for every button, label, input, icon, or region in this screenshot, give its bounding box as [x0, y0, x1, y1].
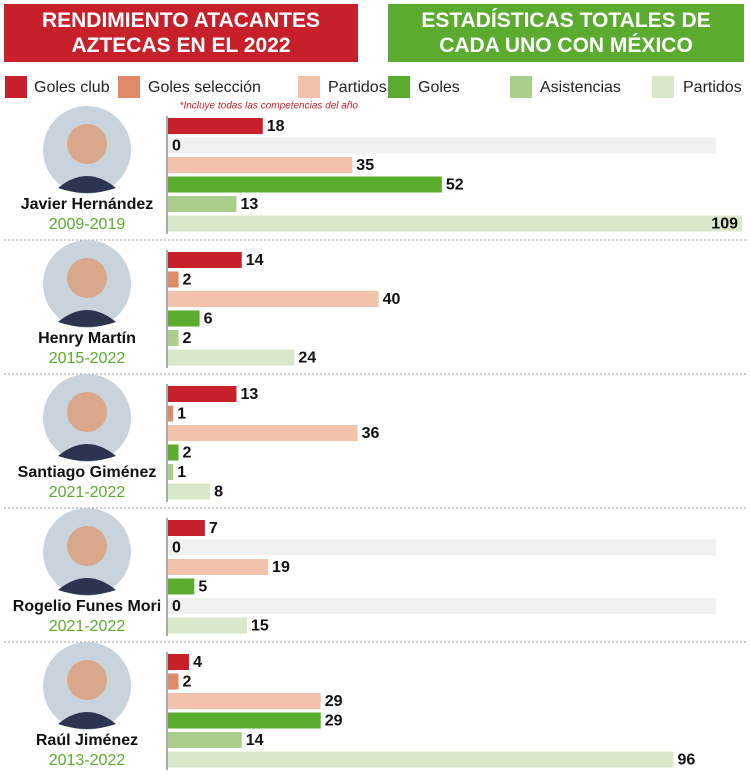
player-period: 2009-2019	[49, 216, 126, 233]
player-shirt	[58, 176, 116, 193]
bar	[168, 712, 321, 729]
value-label: 24	[298, 350, 316, 367]
player-head	[67, 258, 107, 298]
player-name: Santiago Giménez	[18, 464, 157, 481]
header-right: ESTADÍSTICAS TOTALES DE CADA UNO CON MÉX…	[388, 4, 744, 62]
legend-label: Partidos	[328, 79, 387, 96]
value-label: 109	[711, 216, 738, 233]
player-name: Javier Hernández	[21, 196, 154, 213]
value-label: 2	[183, 330, 192, 347]
player-head	[67, 124, 107, 164]
player-name: Henry Martín	[38, 330, 136, 347]
legend-label: Goles	[418, 79, 460, 96]
player-head	[67, 660, 107, 700]
bar	[168, 386, 237, 402]
player-shirt	[58, 578, 116, 595]
player-period: 2021-2022	[49, 484, 126, 501]
player-period: 2013-2022	[49, 752, 126, 769]
bar	[168, 425, 358, 441]
value-label: 8	[214, 484, 223, 501]
player-head	[67, 392, 107, 432]
value-label: 19	[272, 559, 290, 576]
value-label: 96	[678, 752, 696, 769]
value-label: 18	[267, 118, 285, 135]
header-left: RENDIMIENTO ATACANTES AZTECAS EN EL 2022	[4, 4, 358, 62]
value-label: 1	[177, 406, 186, 423]
value-label: 40	[383, 291, 401, 308]
value-label: 52	[446, 177, 464, 194]
value-label: 4	[193, 654, 202, 671]
bar	[168, 118, 263, 134]
bar	[168, 617, 247, 634]
bar	[168, 732, 242, 748]
value-label: 5	[198, 579, 207, 596]
value-label: 6	[204, 311, 213, 328]
zero-band	[168, 598, 716, 614]
bar	[168, 654, 190, 670]
bar	[168, 291, 379, 307]
value-label: 13	[240, 196, 258, 213]
bar	[168, 157, 353, 173]
value-label: 7	[209, 520, 218, 537]
bar	[168, 559, 269, 575]
bar	[168, 464, 174, 480]
legend-label: Asistencias	[540, 79, 621, 96]
value-label: 0	[172, 598, 181, 615]
bar	[168, 196, 237, 212]
player-shirt	[58, 310, 116, 327]
value-label: 2	[183, 445, 192, 462]
value-label: 14	[246, 252, 264, 269]
value-label: 15	[251, 618, 269, 635]
value-label: 0	[172, 138, 181, 155]
value-label: 0	[172, 540, 181, 557]
legend-swatch	[652, 76, 674, 98]
bar	[168, 483, 211, 500]
bar	[168, 520, 205, 536]
note: *Incluye todas las competencias del año	[180, 101, 359, 112]
bar	[168, 330, 179, 346]
zero-band	[168, 539, 716, 556]
legend-swatch	[388, 76, 410, 98]
bar	[168, 673, 179, 690]
legend-label: Goles club	[34, 79, 110, 96]
bar	[168, 252, 242, 268]
bar	[168, 405, 174, 422]
bar	[168, 693, 321, 709]
legend-label: Goles selección	[148, 79, 261, 96]
bar	[168, 271, 179, 288]
legend-swatch	[5, 76, 27, 98]
player-period: 2015-2022	[49, 350, 126, 367]
value-label: 2	[183, 674, 192, 691]
value-label: 36	[362, 425, 380, 442]
player-period: 2021-2022	[49, 618, 126, 635]
player-head	[67, 526, 107, 566]
bar	[168, 176, 442, 193]
value-label: 35	[356, 157, 374, 174]
player-shirt	[58, 712, 116, 729]
bar	[168, 751, 674, 768]
value-label: 13	[240, 386, 258, 403]
legend-swatch	[298, 76, 320, 98]
bar	[168, 310, 200, 327]
bar	[168, 578, 195, 595]
value-label: 1	[177, 464, 186, 481]
legend-label: Partidos	[683, 79, 742, 96]
value-label: 29	[325, 713, 343, 730]
value-label: 29	[325, 693, 343, 710]
legend-swatch	[118, 76, 140, 98]
bar	[168, 215, 742, 232]
player-name: Rogelio Funes Mori	[13, 598, 161, 615]
zero-band	[168, 137, 716, 154]
bar	[168, 444, 179, 461]
bar	[168, 349, 295, 366]
legend-swatch	[510, 76, 532, 98]
player-name: Raúl Jiménez	[36, 732, 138, 749]
player-shirt	[58, 444, 116, 461]
value-label: 2	[183, 272, 192, 289]
value-label: 14	[246, 732, 264, 749]
